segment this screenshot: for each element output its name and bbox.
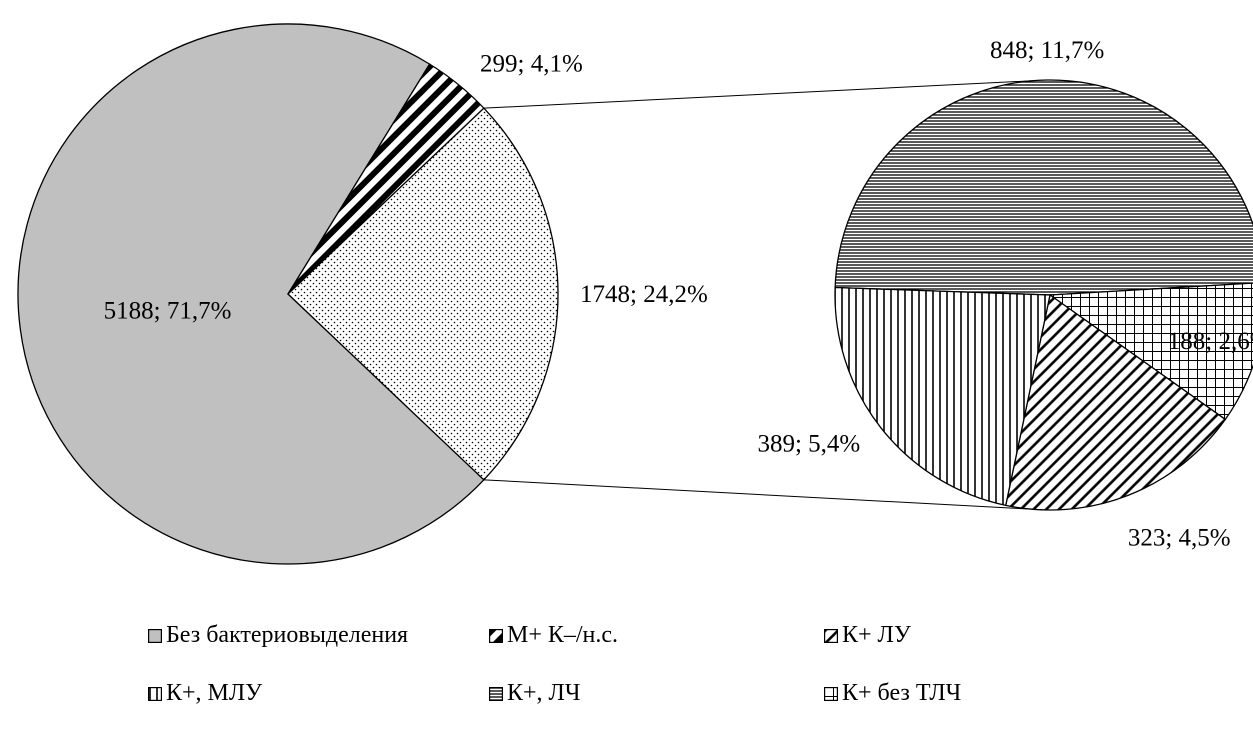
- data-label-к-лу: 323; 4,5%: [1128, 524, 1231, 551]
- secondary-pie: [834, 79, 1253, 511]
- secondary-slice-к-без-тлч: [1048, 282, 1253, 421]
- data-label-без-бактериовыделения: 5188; 71,7%: [104, 298, 232, 325]
- pie-slice-без-бактериовыделения: [17, 23, 485, 565]
- secondary-slice-к-лч: [834, 79, 1253, 296]
- connector-line-bottom: [483, 479, 1032, 510]
- secondary-slice-к-лу: [1004, 293, 1227, 511]
- data-label-к-лч: 848; 11,7%: [990, 37, 1104, 64]
- data-labels: 5188; 71,7% 299; 4,1% 1748; 24,2% 848; 11,7…: [104, 37, 1253, 551]
- secondary-slice-к-млу: [834, 286, 1051, 507]
- connector-line-top: [483, 80, 1032, 109]
- connector-lines: [483, 80, 1032, 510]
- data-label-к-всего: 1748; 24,2%: [580, 281, 708, 308]
- data-label-м-к-н-с: 299; 4,1%: [480, 50, 583, 77]
- data-label-к-без-тлч: 188; 2,6%: [1168, 328, 1253, 355]
- data-label-к-млу: 389; 5,4%: [757, 431, 860, 458]
- primary-pie: [17, 23, 559, 565]
- pie-slice-к-всего: [287, 107, 559, 481]
